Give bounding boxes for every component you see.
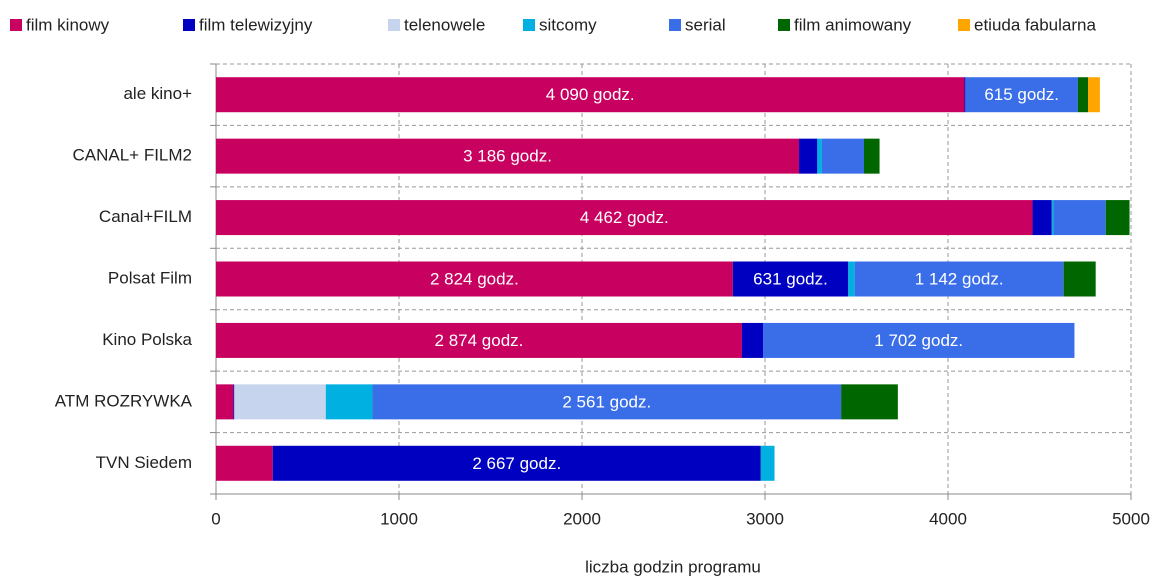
bar-segment: [216, 384, 234, 420]
bar-segment: [1051, 200, 1054, 236]
x-tick-label: 4000: [929, 509, 967, 528]
y-tick-label: TVN Siedem: [96, 453, 192, 472]
bar-segment: [216, 138, 800, 174]
bar-segment: [964, 77, 966, 113]
y-tick-label: ATM ROZRYWKA: [55, 391, 193, 410]
bar-segment: [821, 138, 865, 174]
bar-segment: [762, 322, 1075, 358]
bar-segment: [325, 384, 373, 420]
legend-swatch: [523, 19, 535, 31]
bar-segment: [799, 138, 818, 174]
legend-label: telenowele: [404, 15, 485, 34]
legend-swatch: [669, 19, 681, 31]
data-label: 2 824 godz.: [430, 269, 519, 288]
data-label: 2 667 godz.: [472, 454, 561, 473]
bar-segment: [233, 384, 235, 420]
legend-label: etiuda fabularna: [974, 15, 1096, 34]
data-label: 1 142 godz.: [915, 269, 1004, 288]
bar-segment: [1105, 200, 1130, 236]
y-tick-label: Polsat Film: [108, 268, 192, 287]
bar-segment: [216, 261, 733, 297]
data-label: 2 561 godz.: [562, 392, 651, 411]
bar-segment: [216, 445, 273, 481]
bar-segment: [732, 261, 849, 297]
bar-segment: [1077, 77, 1088, 113]
bar-segment: [817, 138, 822, 174]
x-tick-label: 1000: [380, 509, 418, 528]
data-label: 631 godz.: [753, 269, 828, 288]
bar-segment: [216, 77, 965, 113]
bar-segment: [216, 200, 1033, 236]
data-label: 4 090 godz.: [546, 85, 635, 104]
legend-swatch: [388, 19, 400, 31]
data-label: 615 godz.: [984, 85, 1059, 104]
data-label: 2 874 godz.: [435, 331, 524, 350]
legend-swatch: [958, 19, 970, 31]
y-tick-label: CANAL+ FILM2: [72, 146, 192, 165]
bar-segment: [864, 138, 880, 174]
bar-segment: [272, 445, 761, 481]
bar-segment: [216, 322, 742, 358]
y-tick-label: Kino Polska: [102, 330, 192, 349]
y-tick-label: ale kino+: [123, 84, 192, 103]
bar-segment: [760, 445, 775, 481]
x-tick-label: 2000: [563, 509, 601, 528]
x-tick-label: 5000: [1112, 509, 1150, 528]
legend-swatch: [10, 19, 22, 31]
y-tick-label: Canal+FILM: [99, 207, 192, 226]
x-tick-label: 0: [211, 509, 220, 528]
legend-label: serial: [685, 15, 726, 34]
legend-swatch: [778, 19, 790, 31]
data-label: 4 462 godz.: [580, 208, 669, 227]
legend-label: sitcomy: [539, 15, 597, 34]
legend-label: film animowany: [794, 15, 912, 34]
bar-segment: [234, 384, 326, 420]
x-tick-label: 3000: [746, 509, 784, 528]
legend-label: film telewizyjny: [199, 15, 313, 34]
bar-segment: [1063, 261, 1096, 297]
bar-segment: [965, 77, 1078, 113]
data-label: 1 702 godz.: [874, 331, 963, 350]
x-axis-title: liczba godzin programu: [585, 557, 761, 576]
bar-segment: [741, 322, 763, 358]
bar-segment: [372, 384, 842, 420]
data-label: 3 186 godz.: [463, 147, 552, 166]
legend-label: film kinowy: [26, 15, 110, 34]
bar-segment: [848, 261, 855, 297]
legend-swatch: [183, 19, 195, 31]
bar-segment: [841, 384, 898, 420]
bar-segment: [1032, 200, 1052, 236]
bar-segment: [1087, 77, 1100, 113]
bar-segment: [854, 261, 1064, 297]
bar-segment: [1053, 200, 1106, 236]
